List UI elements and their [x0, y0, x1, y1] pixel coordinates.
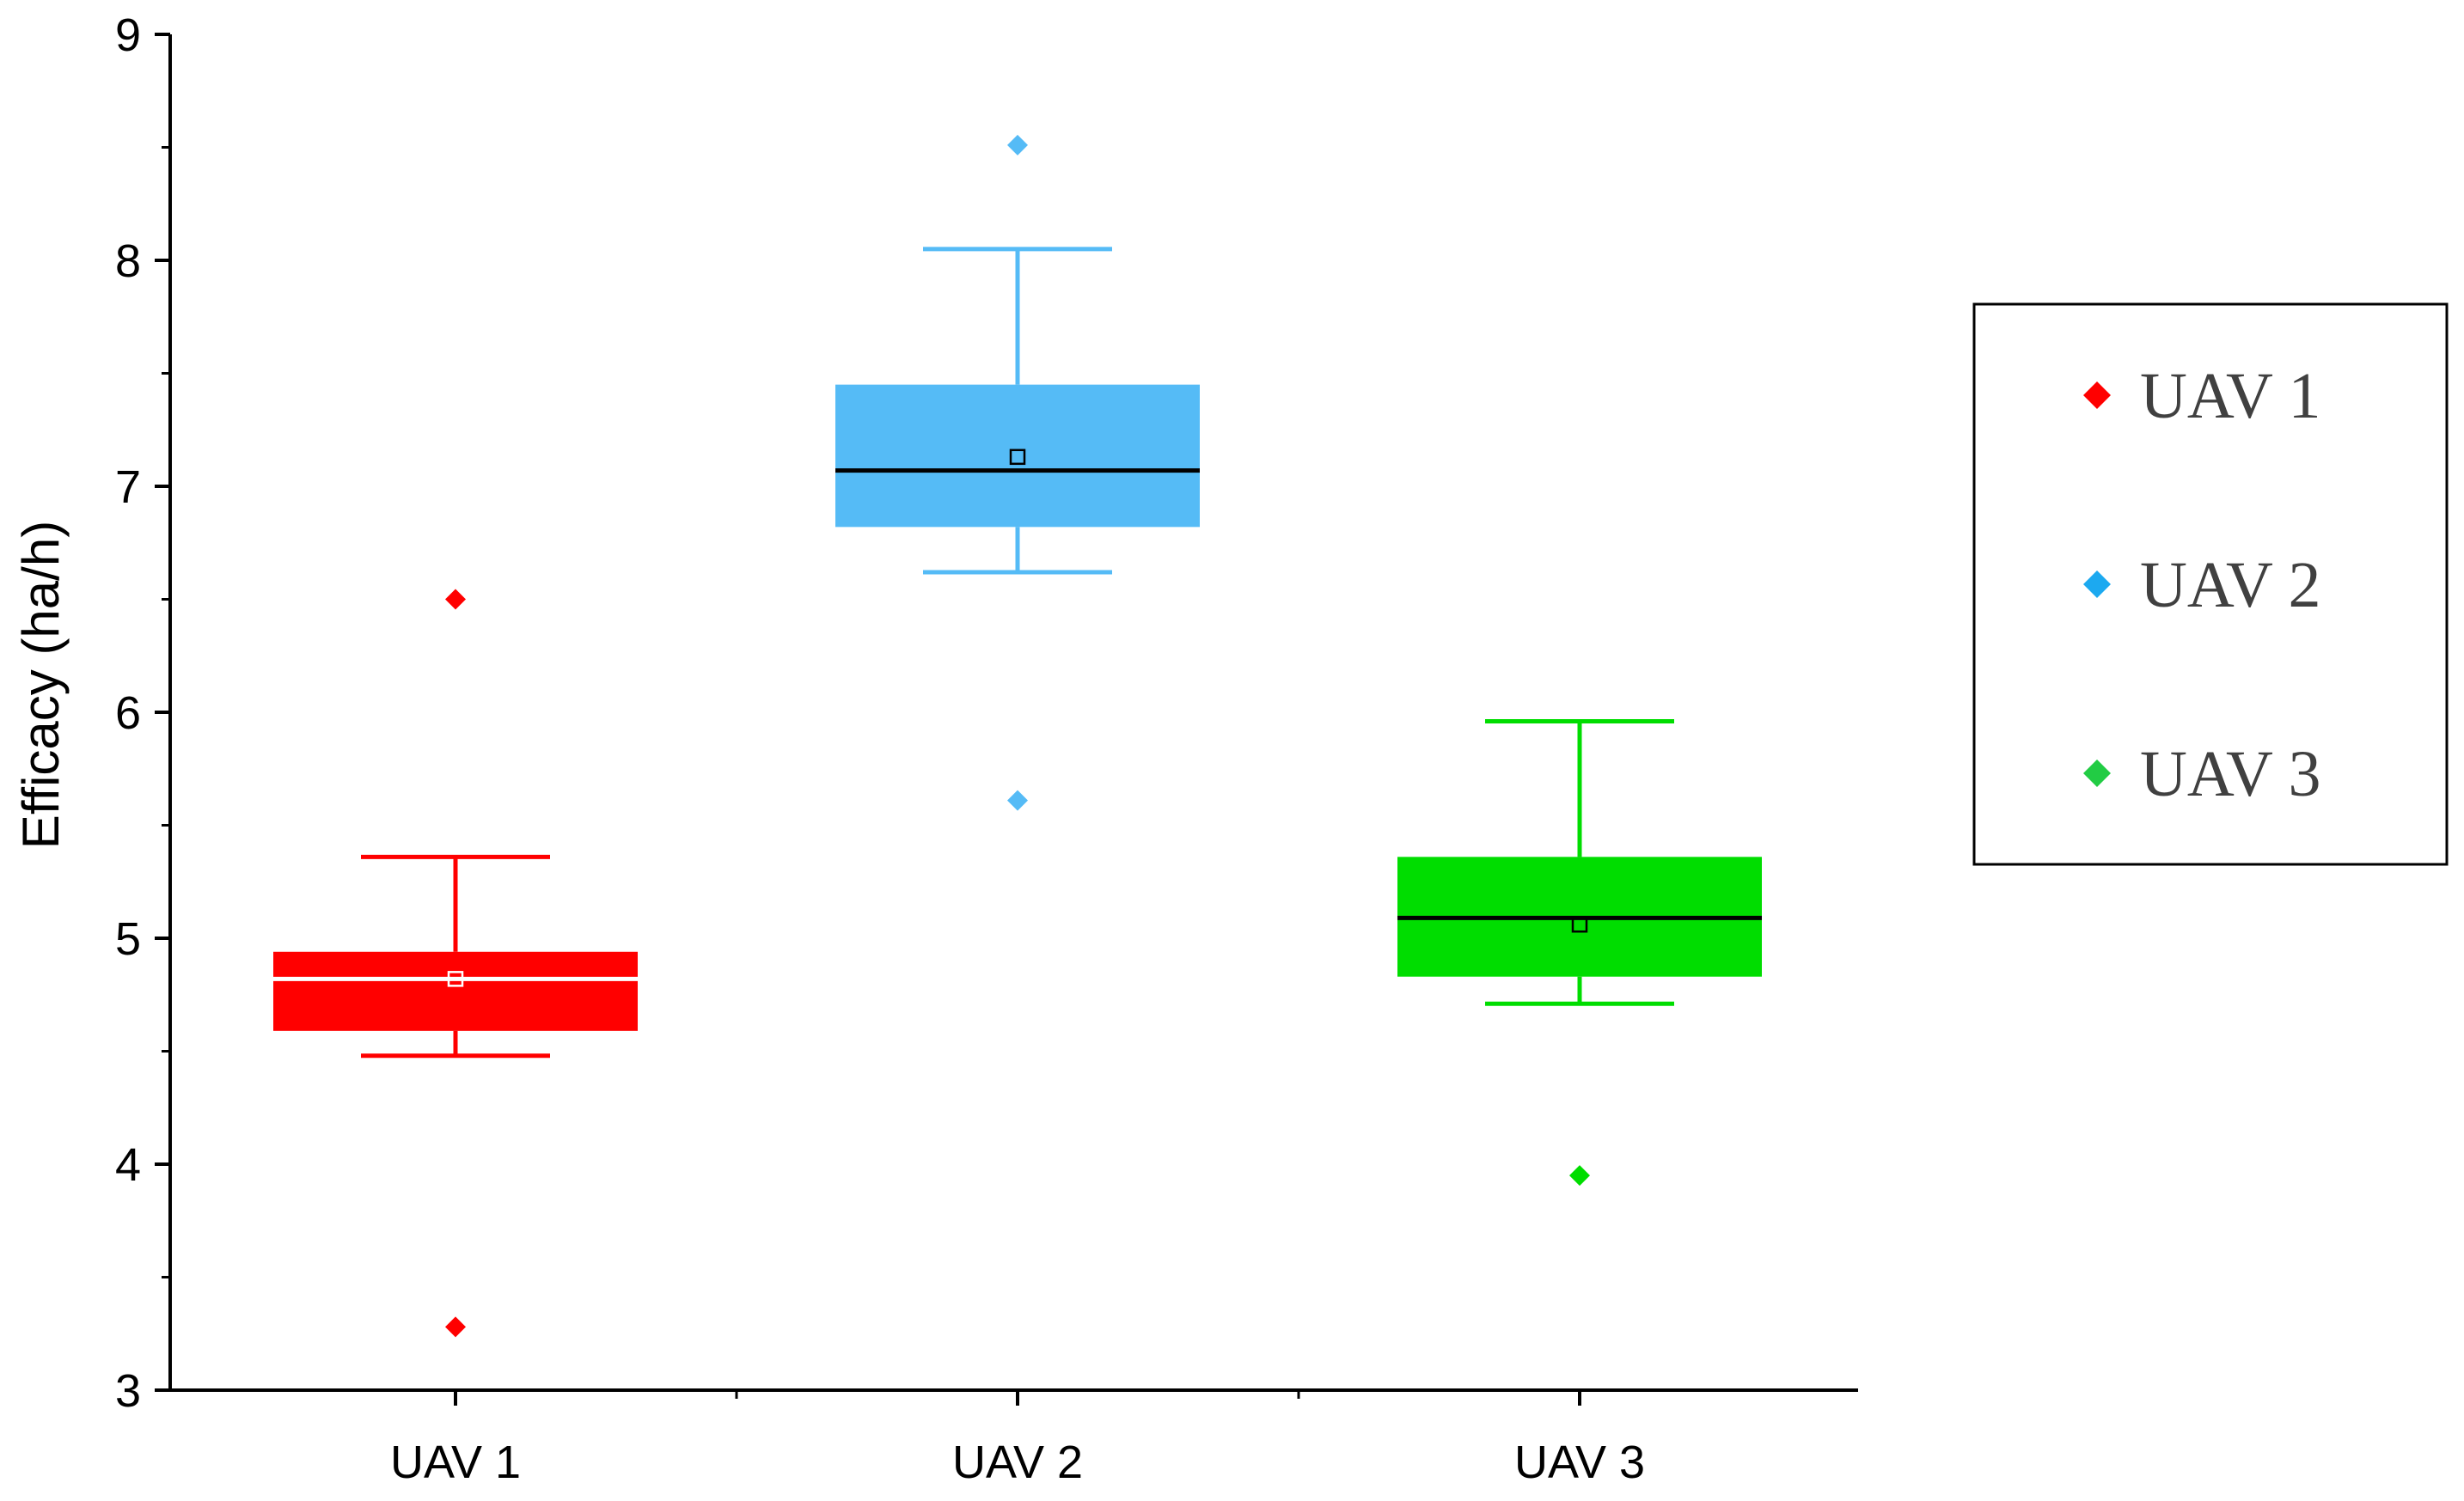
box-3	[1397, 719, 1762, 1187]
outlier-point	[445, 1316, 466, 1338]
legend: UAV 1 UAV 2 UAV 3	[1972, 302, 2449, 866]
x-tick-label: UAV 2	[952, 1437, 1083, 1488]
legend-label: UAV 2	[2140, 549, 2320, 621]
outlier-point	[445, 589, 466, 610]
mean-marker	[447, 971, 464, 987]
y-tick-label: 5	[115, 913, 141, 965]
y-tick-label: 8	[115, 235, 141, 287]
legend-marker	[2083, 760, 2111, 787]
x-tick-label: UAV 3	[1514, 1437, 1645, 1488]
y-tick-label: 6	[115, 687, 141, 739]
x-axis-ticks: UAV 1 UAV 2 UAV 3	[390, 1390, 1645, 1488]
legend-marker	[2083, 571, 2111, 598]
outlier-point	[1007, 134, 1028, 156]
legend-label: UAV 3	[2140, 738, 2320, 810]
legend-marker	[2083, 381, 2111, 409]
y-tick-label: 9	[115, 9, 141, 61]
boxes	[273, 134, 1762, 1338]
y-tick-label: 3	[115, 1365, 141, 1417]
axes	[168, 34, 1858, 1392]
legend-label: UAV 1	[2140, 360, 2320, 432]
mean-marker	[1009, 448, 1026, 466]
mean-marker	[1571, 916, 1588, 933]
iqr-box	[273, 951, 638, 1031]
outlier-point	[1007, 790, 1028, 811]
iqr-box	[835, 384, 1200, 528]
box-2	[835, 134, 1200, 811]
y-tick-label: 4	[115, 1139, 141, 1191]
y-tick-label: 7	[115, 461, 141, 513]
legend-frame	[1972, 302, 2449, 866]
y-axis-title: Efficacy (ha/h)	[12, 521, 70, 849]
outlier-point	[1569, 1165, 1590, 1187]
y-axis-ticks: 3 4 5 6 7 8 9	[115, 9, 170, 1417]
x-tick-label: UAV 1	[390, 1437, 521, 1488]
box-1	[273, 589, 638, 1338]
